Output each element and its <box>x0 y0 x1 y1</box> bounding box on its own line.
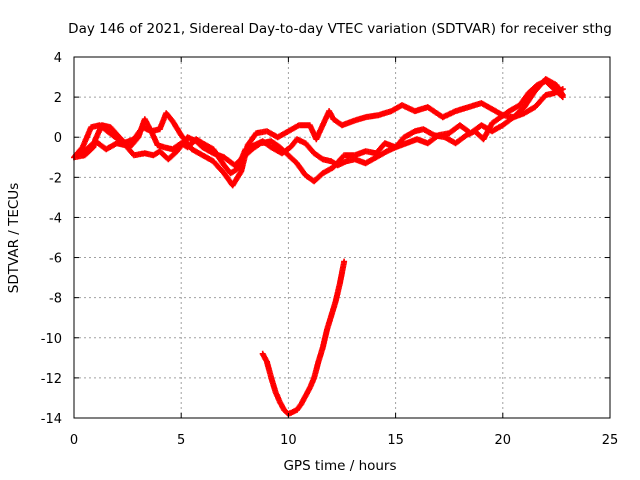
y-tick-label: -8 <box>49 292 62 307</box>
y-tick-label: 2 <box>54 91 62 106</box>
y-tick-label: -12 <box>41 372 62 387</box>
x-tick-label: 15 <box>387 433 404 448</box>
x-tick-label: 10 <box>280 433 297 448</box>
y-tick-label: -14 <box>41 412 62 427</box>
y-tick-label: -2 <box>49 171 62 186</box>
y-tick-label: 4 <box>54 51 62 66</box>
y-tick-label: -4 <box>49 211 62 226</box>
grid-lines <box>74 57 610 418</box>
chart-title: Day 146 of 2021, Sidereal Day-to-day VTE… <box>68 21 612 37</box>
axis-ticks <box>73 56 611 419</box>
series-track-c <box>75 78 566 185</box>
series-track-b <box>71 86 566 177</box>
y-tick-label: -6 <box>49 252 62 267</box>
x-tick-label: 5 <box>177 433 185 448</box>
data-point <box>341 258 348 265</box>
x-tick-labels: 0 5 10 15 20 25 <box>70 433 618 448</box>
x-tick-label: 20 <box>495 433 512 448</box>
x-axis-label: GPS time / hours <box>283 458 396 474</box>
plot-frame <box>73 56 611 419</box>
data-point <box>559 86 566 93</box>
data-point <box>559 94 566 101</box>
x-tick-label: 25 <box>602 433 619 448</box>
y-tick-label: 0 <box>54 131 62 146</box>
data-points <box>71 76 566 417</box>
y-tick-labels: -14 -12 -10 -8 -6 -4 -2 0 2 4 <box>41 51 62 427</box>
data-point <box>558 93 565 100</box>
y-tick-label: -10 <box>41 332 62 347</box>
x-tick-label: 0 <box>70 433 78 448</box>
y-axis-label: SDTVAR / TECUs <box>6 183 22 293</box>
series-track-d <box>259 258 348 417</box>
